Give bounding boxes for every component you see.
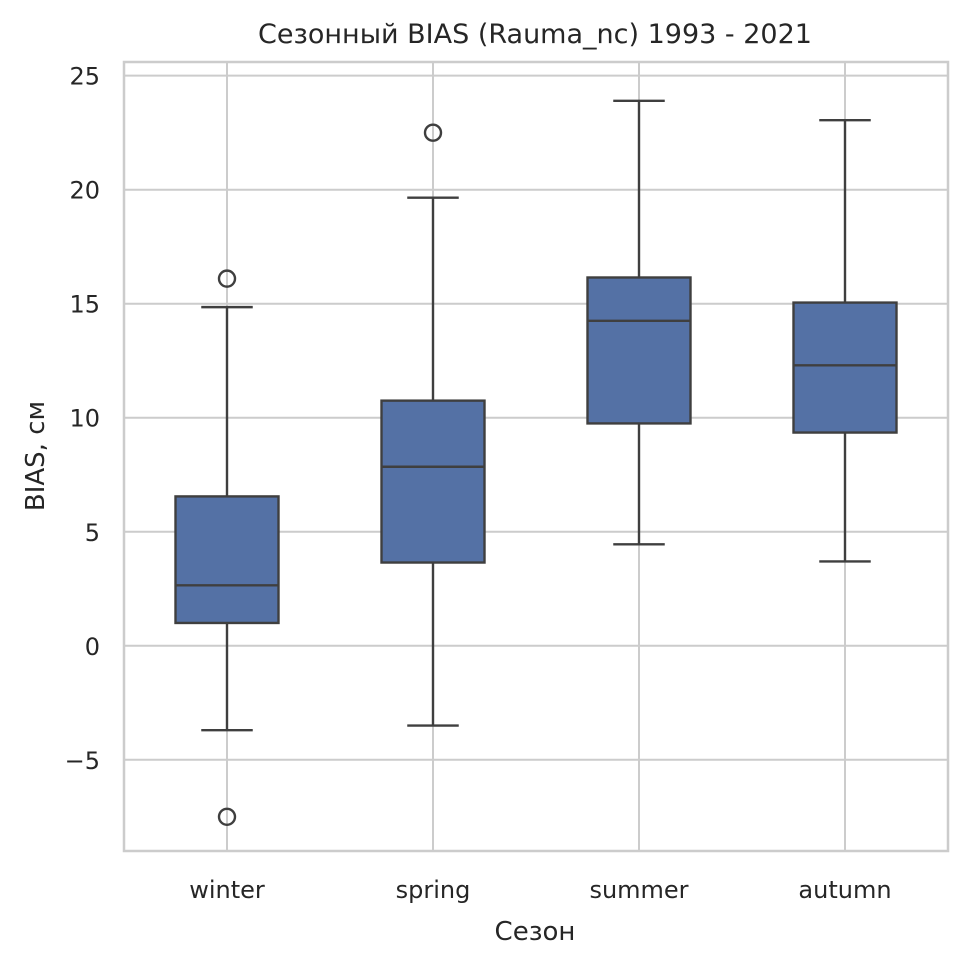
plot-area xyxy=(174,99,898,826)
outlier-point xyxy=(217,269,237,288)
box-spring xyxy=(380,123,486,727)
x-axis-title: Сезон xyxy=(495,917,576,947)
iqr-box xyxy=(174,495,280,625)
chart-title: Сезонный BIAS (Rauma_nc) 1993 - 2021 xyxy=(258,19,812,50)
x-tick-label: spring xyxy=(396,876,471,904)
iqr-box xyxy=(586,276,692,425)
y-axis-ticks: 25 20 15 10 5 0 −5 xyxy=(65,63,100,775)
y-tick-label: 0 xyxy=(85,633,100,661)
y-tick-label: 15 xyxy=(69,291,100,319)
x-tick-label: summer xyxy=(589,876,688,904)
y-tick-label: 25 xyxy=(69,63,100,91)
y-tick-label: 10 xyxy=(69,405,100,433)
y-tick-label: 5 xyxy=(85,519,100,547)
x-tick-label: winter xyxy=(189,876,265,904)
outlier-point xyxy=(423,123,443,142)
outlier-point xyxy=(217,807,237,826)
x-tick-label: autumn xyxy=(798,876,891,904)
plot-frame xyxy=(122,60,950,853)
y-tick-label: 20 xyxy=(69,177,100,205)
x-axis-ticks: winter spring summer autumn xyxy=(189,876,891,904)
iqr-box xyxy=(792,301,898,434)
iqr-box xyxy=(380,399,486,564)
box-summer xyxy=(586,99,692,546)
y-axis-title: BIAS, см xyxy=(21,401,51,511)
grid xyxy=(124,62,948,851)
box-winter xyxy=(174,269,280,826)
y-tick-label: −5 xyxy=(65,747,100,775)
box-autumn xyxy=(792,118,898,563)
